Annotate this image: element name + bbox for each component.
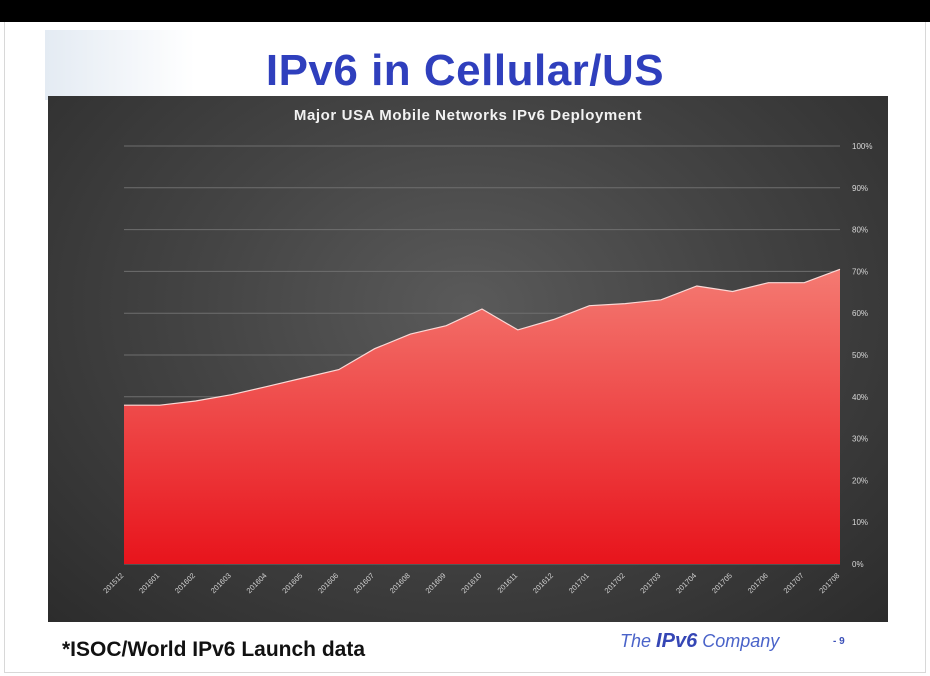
x-tick-label: 201611 xyxy=(496,571,520,595)
x-tick-label: 201607 xyxy=(352,571,376,595)
y-tick-label: 20% xyxy=(852,476,868,485)
x-tick-label: 201512 xyxy=(101,571,125,595)
y-tick-label: 40% xyxy=(852,393,868,402)
x-tick-label: 201608 xyxy=(388,571,412,595)
x-tick-label: 201609 xyxy=(424,571,448,595)
y-tick-label: 90% xyxy=(852,184,868,193)
slide-title: IPv6 in Cellular/US xyxy=(265,46,665,95)
slide-frame xyxy=(4,22,926,673)
company-prefix: The xyxy=(620,631,652,651)
y-tick-label: 100% xyxy=(852,142,872,151)
x-tick-label: 201705 xyxy=(710,571,734,595)
y-tick-label: 30% xyxy=(852,435,868,444)
x-tick-label: 201703 xyxy=(638,571,662,595)
area-series xyxy=(124,269,840,564)
y-tick-label: 70% xyxy=(852,267,868,276)
x-tick-label: 201708 xyxy=(817,571,841,595)
x-tick-label: 201605 xyxy=(280,571,304,595)
x-tick-label: 201606 xyxy=(316,571,340,595)
x-tick-label: 201701 xyxy=(567,571,591,595)
footnote: *ISOC/World IPv6 Launch data xyxy=(62,638,366,661)
x-tick-label: 201602 xyxy=(173,571,197,595)
x-tick-label: 201704 xyxy=(674,571,698,595)
area-chart: 0% 10% 20% 30% 40% 50% 60% 70% 80% 90% 100% 201512 2… xyxy=(101,142,872,595)
x-tick-label: 201702 xyxy=(603,571,627,595)
x-tick-label: 201603 xyxy=(209,571,233,595)
top-black-bar xyxy=(0,0,930,22)
chart-panel: Major USA Mobile Networks IPv6 Deploymen… xyxy=(48,96,888,622)
x-tick-label: 201612 xyxy=(531,571,555,595)
y-tick-label: 0% xyxy=(852,560,864,569)
y-tick-label: 80% xyxy=(852,226,868,235)
chart-title: Major USA Mobile Networks IPv6 Deploymen… xyxy=(293,107,643,124)
x-tick-label: 201706 xyxy=(746,571,770,595)
corner-decoration xyxy=(45,30,195,100)
company-suffix: Company xyxy=(702,631,780,651)
x-tick-label: 201604 xyxy=(245,571,269,595)
y-tick-label: 10% xyxy=(852,518,868,527)
x-tick-label: 201601 xyxy=(137,571,161,595)
y-tick-label: 60% xyxy=(852,309,868,318)
y-tick-label: 50% xyxy=(852,351,868,360)
x-tick-label: 201610 xyxy=(459,571,483,595)
x-tick-label: 201707 xyxy=(782,571,806,595)
page-number: - 9 xyxy=(833,636,845,647)
company-logo: The IPv6 Company xyxy=(620,630,779,653)
series-line xyxy=(124,268,841,406)
company-strong: IPv6 xyxy=(656,630,698,652)
